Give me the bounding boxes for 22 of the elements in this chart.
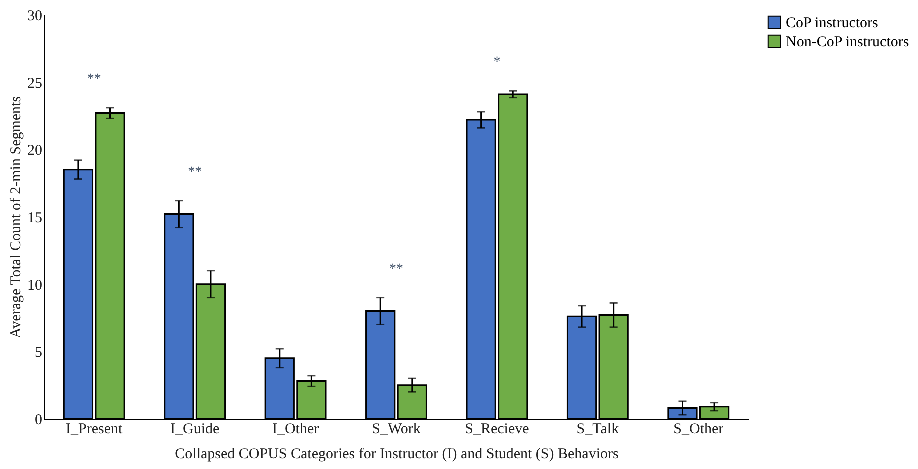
x-tick-label: S_Recieve — [465, 422, 530, 438]
annotation: ** — [87, 72, 102, 87]
y-tick-label: 20 — [28, 143, 42, 160]
y-axis-title: Average Total Count of 2-min Segments — [8, 96, 24, 339]
annotation: * — [494, 55, 501, 70]
x-tick-label: S_Work — [372, 422, 422, 438]
annotation: ** — [188, 164, 202, 180]
x-tick-label: I_Other — [272, 422, 320, 438]
x-tick-label: S_Other — [674, 422, 724, 438]
x-tick-label: I_Present — [66, 422, 124, 438]
x-axis-title: Collapsed COPUS Categories for Instructor (I) and Student (S) Behaviors — [175, 446, 619, 462]
x-tick-label: S_Talk — [576, 422, 620, 438]
y-tick-label: 15 — [28, 210, 42, 226]
legend-label: Non-CoP instructors — [786, 34, 910, 50]
y-tick-label: 0 — [35, 412, 42, 428]
legend-label: CoP instructors — [786, 16, 879, 32]
y-tick-label: 25 — [28, 76, 42, 92]
y-tick-label: 5 — [35, 345, 42, 362]
annotation: ** — [390, 262, 404, 277]
y-tick-label: 10 — [28, 278, 42, 294]
x-tick-label: I_Guide — [170, 422, 220, 438]
y-tick-label: 30 — [28, 8, 42, 24]
